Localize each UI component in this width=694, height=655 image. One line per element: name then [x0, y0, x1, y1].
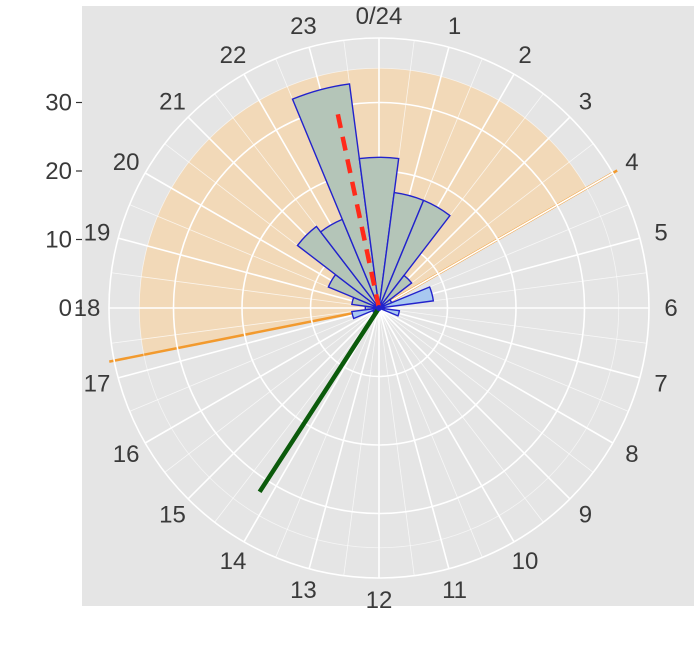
bar-hour-3: [378, 274, 413, 309]
major-spoke: [378, 116, 571, 309]
radial-tick-label-20: 20: [45, 158, 72, 185]
hour-label-4: 4: [625, 149, 638, 176]
hour-label-11: 11: [442, 577, 467, 604]
radial-tick-label-0: 0: [59, 295, 72, 322]
hour-label-10: 10: [512, 548, 539, 575]
reference-direction-line: [257, 306, 381, 494]
mean-direction-line: [334, 106, 382, 309]
bar-hour-17: [351, 307, 380, 320]
bar-hour-23: [291, 83, 380, 309]
hour-label-8: 8: [625, 441, 638, 468]
minor-spoke: [129, 307, 380, 412]
minor-spoke: [378, 307, 594, 473]
hour-label-15: 15: [159, 501, 186, 528]
hour-label-12: 12: [366, 587, 393, 614]
minor-spoke: [378, 307, 483, 558]
hour-label-23: 23: [290, 13, 317, 40]
hour-label-21: 21: [159, 89, 186, 116]
bar-hour-21: [296, 225, 380, 309]
minor-spoke: [111, 307, 380, 344]
minor-spoke: [164, 307, 380, 473]
minor-spoke: [378, 307, 544, 523]
major-spoke: [378, 307, 515, 543]
hour-label-13: 13: [290, 577, 317, 604]
minor-spoke: [378, 143, 594, 309]
bar-hour-0: [358, 156, 400, 309]
minor-spoke: [275, 307, 380, 558]
minor-spoke: [343, 307, 380, 576]
minor-spoke: [378, 307, 647, 344]
major-spoke: [378, 307, 450, 570]
major-spoke: [243, 307, 380, 543]
minor-spoke: [378, 307, 629, 412]
major-spoke: [378, 307, 571, 500]
hour-label-17: 17: [84, 371, 111, 398]
minor-spoke: [378, 307, 415, 576]
hour-label-1: 1: [448, 13, 461, 40]
hour-label-16: 16: [113, 441, 140, 468]
minor-spoke: [111, 272, 380, 309]
minor-spoke: [214, 307, 380, 523]
line-layer: [257, 106, 382, 494]
major-spoke: [144, 307, 380, 444]
major-spoke: [117, 307, 380, 379]
hour-label-7: 7: [654, 371, 667, 398]
hour-label-2: 2: [518, 42, 531, 69]
bar-hour-7: [378, 307, 401, 317]
radial-tick-label-10: 10: [45, 227, 72, 254]
bar-hour-5: [378, 286, 435, 309]
hour-label-3: 3: [579, 89, 592, 116]
hour-label-0: 0/24: [356, 3, 403, 30]
center-point: [376, 305, 382, 311]
hour-label-14: 14: [220, 548, 247, 575]
major-spoke: [378, 307, 614, 444]
major-spoke: [308, 307, 380, 570]
major-spoke: [117, 237, 380, 309]
hour-label-5: 5: [654, 219, 667, 246]
bar-layer: [291, 83, 451, 320]
hour-label-19: 19: [84, 219, 111, 246]
bar-hour-2: [378, 199, 451, 309]
hour-label-22: 22: [220, 42, 247, 69]
hour-label-9: 9: [579, 501, 592, 528]
major-spoke: [378, 172, 614, 309]
radial-tick-label-30: 30: [45, 90, 72, 117]
hour-label-6: 6: [664, 295, 677, 322]
major-spoke: [378, 307, 641, 379]
label-layer: 0/24 123456789101112131415161718192021222…: [45, 3, 677, 614]
major-spoke: [187, 307, 380, 500]
hour-label-20: 20: [113, 149, 140, 176]
